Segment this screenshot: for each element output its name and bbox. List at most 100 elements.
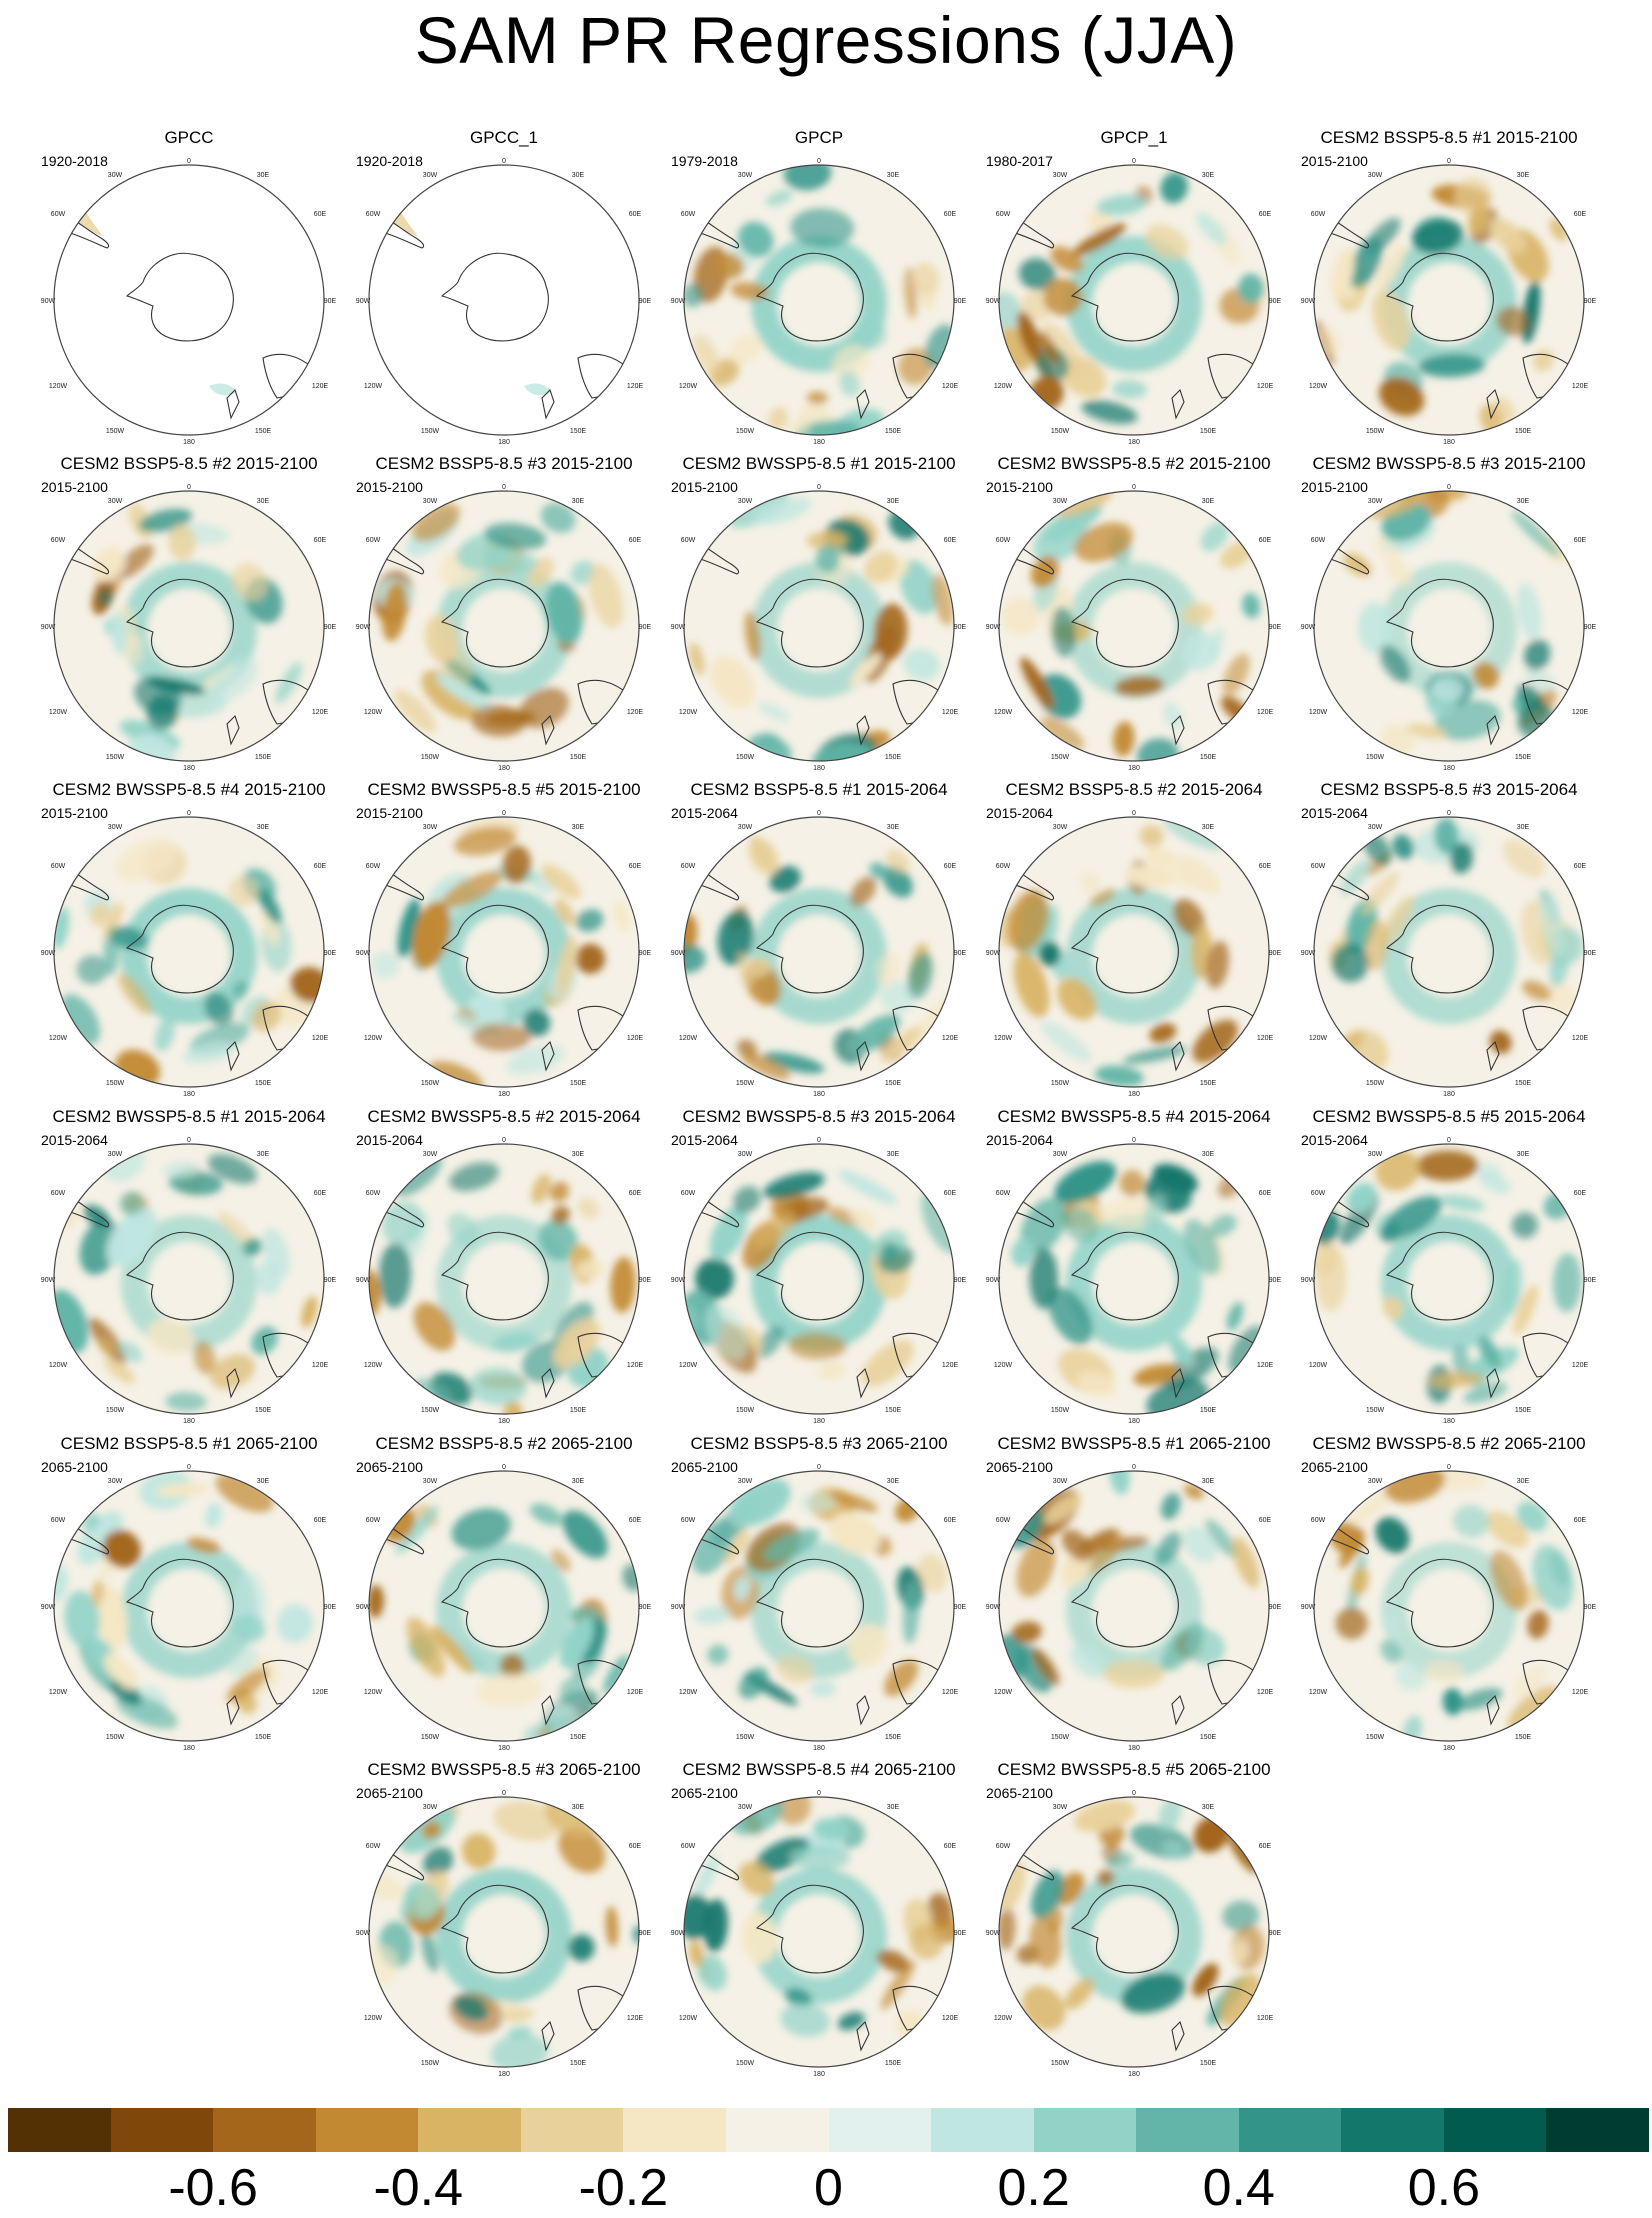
lon-tick-label: 90W bbox=[986, 1277, 1001, 1284]
panel-title: CESM2 BWSSP5-8.5 #4 2015-2100 bbox=[52, 780, 326, 799]
lon-tick-label: 150E bbox=[1515, 428, 1532, 435]
precip-regression-field bbox=[369, 817, 639, 1087]
lon-tick-label: 90W bbox=[41, 1277, 56, 1284]
lon-tick-label: 0 bbox=[817, 810, 821, 817]
lon-tick-label: 150E bbox=[885, 428, 902, 435]
map-boundary bbox=[368, 816, 640, 1088]
lon-tick-label: 30W bbox=[1053, 1478, 1068, 1485]
antarctica-coastline bbox=[755, 578, 864, 668]
lon-tick-label: 90W bbox=[356, 624, 371, 631]
polar-map: 0 30W 30E 60W 60E 90W 90E 120W 120E 150W 150E 180 bbox=[986, 158, 1282, 446]
lon-tick-label: 30W bbox=[423, 1151, 438, 1158]
map-boundary bbox=[1313, 490, 1585, 762]
panel-title: CESM2 BWSSP5-8.5 #5 2065-2100 bbox=[997, 1760, 1271, 1779]
polar-map: 0 30W 30E 60W 60E 90W 90E 120W 120E 150W 150E 180 bbox=[986, 484, 1282, 772]
lon-tick-label: 60W bbox=[681, 211, 696, 218]
lon-tick-label: 60W bbox=[996, 1190, 1011, 1197]
lon-tick-label: 60E bbox=[1259, 1190, 1272, 1197]
lon-tick-label: 30W bbox=[1368, 498, 1383, 505]
lon-tick-label: 150W bbox=[106, 1080, 125, 1087]
lon-tick-label: 30W bbox=[738, 824, 753, 831]
lon-tick-label: 30E bbox=[887, 1804, 900, 1811]
lon-tick-label: 150E bbox=[1515, 1734, 1532, 1741]
colorbar-segment bbox=[520, 2108, 624, 2152]
antarctica-coastline bbox=[1385, 578, 1494, 668]
lon-tick-label: 180 bbox=[1443, 765, 1455, 772]
lon-tick-label: 30E bbox=[1202, 1804, 1215, 1811]
lon-tick-label: 0 bbox=[817, 158, 821, 165]
panel-period: 2065-2100 bbox=[986, 1459, 1053, 1475]
panel-period: 2015-2064 bbox=[986, 1132, 1053, 1148]
panel-period: 2065-2100 bbox=[1301, 1459, 1368, 1475]
lon-tick-label: 150W bbox=[736, 428, 755, 435]
colorbar-segment bbox=[1238, 2108, 1342, 2152]
panel-period: 2015-2064 bbox=[1301, 805, 1368, 821]
lon-tick-label: 150W bbox=[1366, 1734, 1385, 1741]
figure-title: SAM PR Regressions (JJA) bbox=[414, 3, 1238, 77]
lon-tick-label: 120W bbox=[49, 383, 68, 390]
panel-period: 1920-2018 bbox=[356, 153, 423, 169]
lon-tick-label: 90E bbox=[1269, 1277, 1282, 1284]
lon-tick-label: 120E bbox=[627, 383, 644, 390]
lon-tick-label: 150E bbox=[255, 1407, 272, 1414]
lon-tick-label: 120E bbox=[1257, 383, 1274, 390]
lon-tick-label: 120W bbox=[1309, 709, 1328, 716]
map-boundary bbox=[683, 164, 955, 436]
map-panel: 0 30W 30E 60W 60E 90W 90E 120W 120E 150W 150E 180 CE… bbox=[976, 1760, 1292, 2086]
lon-tick-label: 60E bbox=[314, 1190, 327, 1197]
lon-tick-label: 150W bbox=[1366, 754, 1385, 761]
lon-tick-label: 60W bbox=[366, 1843, 381, 1850]
panel-period: 2015-2064 bbox=[671, 1132, 738, 1148]
precip-regression-field bbox=[54, 1144, 324, 1414]
lon-tick-label: 90E bbox=[954, 950, 967, 957]
precip-regression-field bbox=[684, 1471, 954, 1741]
lon-tick-label: 30W bbox=[1053, 1151, 1068, 1158]
lon-tick-label: 90W bbox=[671, 1604, 686, 1611]
lon-tick-label: 90W bbox=[671, 624, 686, 631]
map-boundary bbox=[53, 1143, 325, 1415]
lon-tick-label: 180 bbox=[1128, 765, 1140, 772]
antarctica-coastline bbox=[440, 904, 549, 994]
lon-tick-label: 30W bbox=[1368, 824, 1383, 831]
lon-tick-label: 30W bbox=[738, 1804, 753, 1811]
lon-tick-label: 0 bbox=[817, 1790, 821, 1797]
lon-tick-label: 150W bbox=[1051, 1407, 1070, 1414]
lon-tick-label: 180 bbox=[183, 1418, 195, 1425]
lon-tick-label: 60W bbox=[996, 1517, 1011, 1524]
lon-tick-label: 90E bbox=[639, 624, 652, 631]
lon-tick-label: 30E bbox=[1517, 1151, 1530, 1158]
lon-tick-label: 180 bbox=[813, 765, 825, 772]
lon-tick-label: 120W bbox=[994, 709, 1013, 716]
lon-tick-label: 30E bbox=[572, 1478, 585, 1485]
precip-regression-field bbox=[54, 165, 324, 435]
precip-regression-field bbox=[369, 1144, 639, 1414]
panel-period: 2015-2064 bbox=[41, 1132, 108, 1148]
map-panel: 0 30W 30E 60W 60E 90W 90E 120W 120E 150W 150E 180 CE… bbox=[661, 454, 977, 780]
panel-period: 2015-2064 bbox=[986, 805, 1053, 821]
lon-tick-label: 120E bbox=[1257, 1362, 1274, 1369]
panel-title: CESM2 BWSSP5-8.5 #5 2015-2100 bbox=[367, 780, 641, 799]
lon-tick-label: 180 bbox=[813, 1418, 825, 1425]
lon-tick-label: 30W bbox=[108, 172, 123, 179]
lon-tick-label: 150W bbox=[1051, 428, 1070, 435]
lon-tick-label: 30W bbox=[108, 1151, 123, 1158]
lon-tick-label: 150W bbox=[1366, 428, 1385, 435]
precip-regression-field bbox=[999, 1797, 1269, 2067]
lon-tick-label: 150E bbox=[885, 1080, 902, 1087]
lon-tick-label: 90E bbox=[954, 1277, 967, 1284]
lon-tick-label: 180 bbox=[813, 439, 825, 446]
panel-title: GPCC_1 bbox=[469, 128, 539, 147]
lon-tick-label: 60W bbox=[51, 537, 66, 544]
lon-tick-label: 60E bbox=[314, 863, 327, 870]
antarctica-coastline bbox=[1385, 252, 1494, 342]
lon-tick-label: 120W bbox=[1309, 383, 1328, 390]
map-boundary bbox=[998, 490, 1270, 762]
panel-period: 2065-2100 bbox=[41, 1459, 108, 1475]
lon-tick-label: 30W bbox=[108, 824, 123, 831]
lon-tick-label: 60W bbox=[1311, 537, 1326, 544]
lon-tick-label: 120W bbox=[679, 709, 698, 716]
lon-tick-label: 150E bbox=[570, 1080, 587, 1087]
panel-period: 1980-2017 bbox=[986, 153, 1053, 169]
panel-period: 1979-2018 bbox=[671, 153, 738, 169]
antarctica-coastline bbox=[1385, 1231, 1494, 1321]
